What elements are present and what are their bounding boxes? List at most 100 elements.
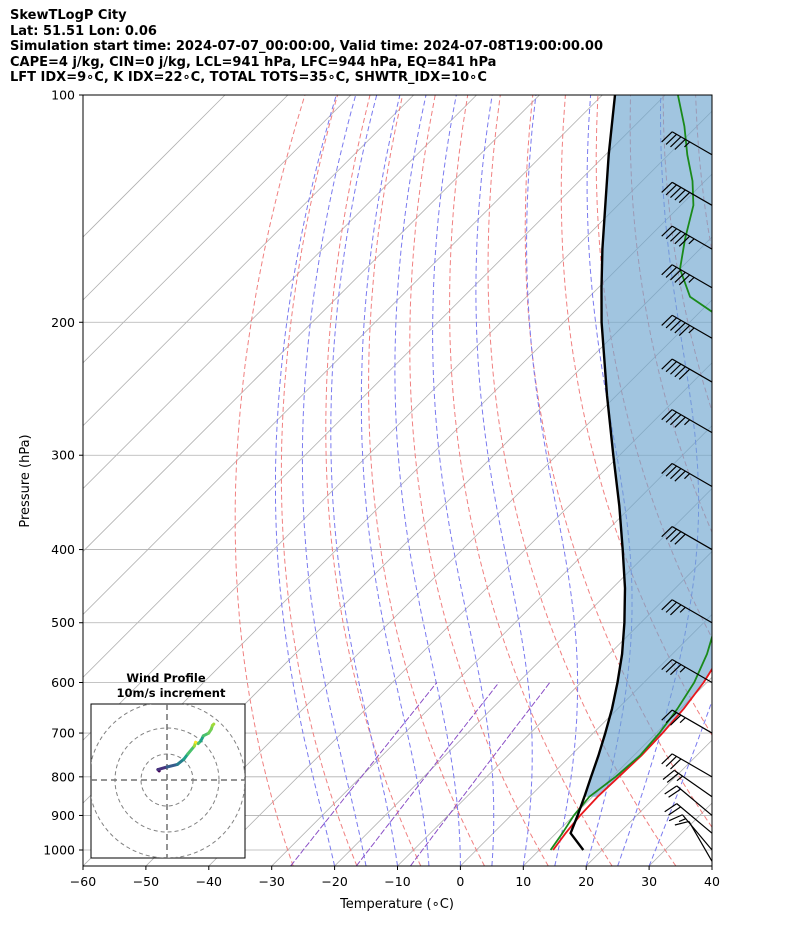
x-tick-label: −10 [384, 874, 410, 889]
wind-barb-flag [661, 131, 673, 143]
moist-adiabat [526, 95, 579, 866]
wind-barb-staff [673, 769, 713, 798]
y-tick-label: 300 [51, 448, 75, 463]
moist-adiabat [330, 95, 398, 866]
y-tick-label: 400 [51, 542, 75, 557]
moist-adiabat [301, 95, 367, 866]
hodograph-segment [186, 744, 196, 756]
wind-barb-staff [671, 131, 713, 156]
wind-barb-staff [676, 803, 713, 834]
dry-adiabat [449, 95, 613, 866]
wind-barb-flag [674, 820, 690, 826]
isotherm [83, 95, 666, 678]
isotherm [460, 613, 712, 866]
x-tick-label: 20 [578, 874, 594, 889]
wind-barb-flag [670, 604, 682, 616]
isotherm [83, 110, 712, 741]
wind-barb-flag [670, 531, 682, 543]
x-tick-label: −30 [259, 874, 285, 889]
wind-barb-staff [671, 358, 713, 383]
wind-barb-flag [674, 322, 686, 334]
wind-barb-flag [661, 526, 673, 538]
x-axis-label: Temperature (∘C) [339, 897, 454, 912]
wind-barb-half [688, 327, 695, 334]
mixing-ratio-line [409, 682, 551, 866]
wind-barb [661, 264, 713, 289]
wind-barb-staff [671, 526, 713, 551]
wind-barb-flag [665, 361, 677, 373]
profile-lines [549, 95, 712, 851]
x-tick-label: −60 [70, 874, 96, 889]
wind-barb-flag [665, 184, 677, 196]
dry-adiabat [234, 95, 306, 866]
x-tick-label: −40 [196, 874, 222, 889]
wind-barb-flag [668, 814, 683, 822]
wind-barb [661, 709, 713, 734]
wind-barb-half [684, 141, 691, 148]
isotherm [83, 95, 289, 301]
isotherm [145, 299, 712, 866]
wind-barb [661, 526, 713, 551]
inset-title: Wind Profile [126, 671, 206, 685]
wind-barb-flag [668, 788, 681, 798]
mixing-ratio-line [355, 682, 500, 866]
x-axis-ticks: −60 −50 −40 −30 −20 −10 0 10 20 30 40 [70, 866, 720, 889]
wind-barb-flag [661, 709, 673, 721]
wind-barb [661, 358, 713, 383]
moist-adiabat [475, 95, 533, 866]
y-tick-label: 100 [51, 88, 75, 103]
y-tick-label: 500 [51, 615, 75, 630]
x-tick-label: −50 [133, 874, 159, 889]
isotherm [334, 488, 712, 866]
x-tick-label: 40 [704, 874, 720, 889]
wind-barb [661, 409, 713, 434]
wind-barb-half [676, 775, 683, 782]
y-tick-label: 600 [51, 675, 75, 690]
wind-barb-flag [670, 186, 682, 198]
wind-barb-flag [665, 411, 677, 423]
wind-barb [668, 814, 713, 851]
wind-barb-flag [674, 416, 686, 428]
wind-barb-half [684, 419, 691, 426]
indices-line: LFT IDX=9∘C, K IDX=22∘C, TOTAL TOTS=35∘C… [10, 70, 487, 86]
wind-barb-staff [671, 753, 713, 778]
wind-barb-flag [670, 414, 682, 426]
wind-barb-half [688, 238, 695, 245]
wind-barb-flag [664, 785, 678, 795]
wind-barbs [661, 131, 713, 862]
dewpoint-line [549, 95, 712, 851]
wind-barb-flag [674, 271, 686, 283]
wind-barb [661, 314, 713, 339]
wind-barb-flag [674, 533, 686, 545]
wind-barb-flag [661, 358, 673, 370]
wind-barb-flag [665, 661, 677, 673]
wind-barb-staff [671, 314, 713, 339]
wind-barb-flag [678, 235, 691, 247]
mixing-ratio-line [290, 682, 438, 866]
y-tick-label: 700 [51, 726, 75, 741]
parcel-line [569, 95, 627, 851]
wind-barb-flag [670, 319, 682, 331]
inset-frame [90, 703, 246, 859]
time-line: Simulation start time: 2024-07-07_00:00:… [10, 39, 603, 55]
wind-barb-flag [661, 181, 673, 193]
isotherm [83, 95, 352, 364]
wind-barb-flag [665, 228, 677, 240]
isotherm [83, 95, 603, 615]
dry-adiabat [280, 95, 358, 866]
wind-barb-staff [676, 785, 713, 816]
wind-barb-flag [670, 714, 682, 726]
isotherm [208, 362, 712, 866]
dry-adiabat [487, 95, 677, 866]
dry-adiabat [409, 95, 549, 866]
isotherm [397, 550, 712, 866]
y-tick-label: 900 [51, 808, 75, 823]
wind-barb-flag [674, 138, 686, 150]
wind-barb-flag [670, 664, 682, 676]
isotherm [83, 95, 477, 490]
cape-line: CAPE=4 j/kg, CIN=0 j/kg, LCL=941 hPa, LF… [10, 54, 497, 70]
moist-adiabat [274, 95, 337, 866]
wind-barb-flag [670, 136, 682, 148]
wind-barb-staff [671, 658, 713, 684]
